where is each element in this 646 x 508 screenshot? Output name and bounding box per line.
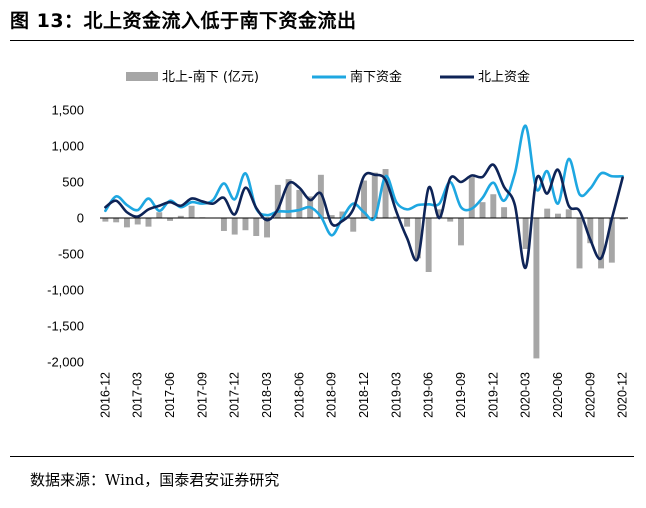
bar-2019-07 [436, 209, 443, 218]
bar-2018-08 [317, 174, 324, 218]
bar-2018-06 [296, 189, 303, 218]
bar-2020-05 [544, 208, 551, 218]
x-tick-label: 2017-06 [163, 372, 177, 418]
x-axis: 2016-12 2017-03 2017-06 2017-09 2017-12 2018-… [98, 372, 629, 418]
bar-2019-10 [468, 176, 475, 218]
y-tick-label: -1,500 [47, 319, 84, 334]
bar-2020-12 [619, 218, 626, 220]
y-tick-label: -1,000 [47, 283, 84, 298]
bar-2017-07 [177, 215, 184, 218]
bar-2017-03 [134, 218, 141, 225]
legend: 北上-南下 (亿元) 南下资金 北上资金 [126, 69, 530, 85]
bar-2017-02 [123, 218, 130, 228]
bar-2018-12 [361, 180, 367, 218]
bar-2020-09 [587, 218, 594, 244]
bar-2018-10 [339, 211, 346, 218]
x-tick-label: 2018-06 [292, 372, 306, 418]
legend-label-bar: 北上-南下 (亿元) [162, 69, 259, 85]
x-tick-label: 2020-09 [583, 372, 597, 418]
y-tick-label: 1,000 [51, 139, 84, 154]
bar-2017-05 [156, 212, 163, 218]
x-tick-label: 2018-03 [260, 372, 274, 418]
x-tick-label: 2019-06 [422, 372, 436, 418]
bar-2017-04 [145, 218, 152, 227]
bar-2016-12 [102, 218, 109, 222]
x-tick-label: 2017-03 [131, 372, 145, 418]
x-tick-label: 2019-12 [486, 372, 500, 418]
bar-2020-01 [501, 207, 508, 218]
bar-2017-11 [220, 218, 227, 231]
x-tick-label: 2018-12 [357, 372, 371, 418]
bar-2017-08 [188, 205, 195, 218]
y-tick-label: 1,500 [51, 103, 84, 118]
bar-2019-01 [371, 172, 378, 218]
figure-title: 图 13：北上资金流入低于南下资金流出 [10, 10, 357, 32]
y-axis: 1,500 1,000 500 0 -500 -1,000 -1,500 -2,000 [47, 103, 84, 370]
bar-2017-01 [113, 218, 120, 223]
bar-2018-04 [274, 184, 281, 218]
bar-2018-05 [285, 179, 292, 218]
bar-2019-08 [447, 218, 454, 222]
y-tick-label: -500 [58, 247, 84, 262]
x-tick-label: 2017-12 [228, 372, 242, 418]
bar-series [102, 169, 626, 359]
bar-2018-09 [328, 215, 335, 218]
x-tick-label: 2020-03 [519, 372, 533, 418]
bar-2017-12 [231, 218, 238, 235]
source-note: 数据来源：Wind，国泰君安证券研究 [30, 471, 280, 489]
bar-2019-06 [425, 218, 432, 272]
bar-2019-09 [458, 218, 464, 246]
x-tick-label: 2016-12 [98, 372, 112, 418]
line-series-south [104, 124, 624, 237]
y-tick-label: 0 [77, 211, 84, 226]
bar-2020-11 [608, 218, 615, 263]
source-rule [10, 456, 634, 457]
x-tick-label: 2019-03 [389, 372, 403, 418]
bar-2018-02 [253, 218, 260, 236]
y-tick-label: 500 [62, 175, 84, 190]
x-tick-label: 2017-09 [195, 372, 209, 418]
bar-2019-05 [414, 218, 421, 259]
legend-label-south: 南下资金 [350, 69, 402, 85]
x-tick-label: 2019-09 [454, 372, 468, 418]
bar-2020-10 [598, 218, 605, 269]
bar-2019-02 [382, 169, 389, 218]
bar-2020-04 [533, 218, 540, 359]
y-tick-label: -2,000 [47, 355, 84, 370]
bar-2020-07 [565, 209, 572, 218]
legend-label-north: 北上资金 [478, 69, 530, 85]
bar-2020-08 [576, 218, 583, 269]
bar-2017-06 [167, 218, 174, 221]
title-rule [10, 40, 634, 41]
x-tick-label: 2020-06 [551, 372, 565, 418]
bar-2019-04 [404, 218, 411, 227]
bar-2018-11 [350, 218, 357, 232]
x-tick-label: 2018-09 [325, 372, 339, 418]
bar-2019-03 [393, 216, 400, 218]
bar-2018-03 [264, 218, 270, 238]
bar-2020-06 [555, 213, 561, 218]
legend-swatch-bar [126, 72, 158, 81]
bar-2019-11 [479, 202, 486, 218]
x-tick-label: 2020-12 [616, 372, 630, 418]
bar-2018-01 [242, 218, 249, 231]
bar-2020-03 [522, 218, 529, 249]
bar-2019-12 [490, 194, 497, 218]
line-series-north [104, 163, 624, 269]
